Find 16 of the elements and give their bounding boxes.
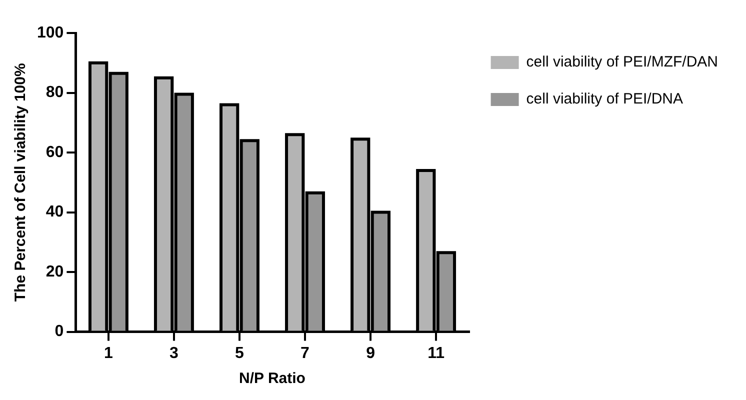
y-tick-label: 60 bbox=[46, 144, 64, 161]
y-tick-label: 0 bbox=[54, 323, 64, 340]
y-tick-label: 100 bbox=[36, 24, 64, 42]
legend-label: cell viability of PEI/DNA bbox=[526, 90, 684, 108]
y-tick-label: 80 bbox=[46, 84, 64, 102]
x-tick-label: 3 bbox=[170, 344, 179, 362]
x-tick-label: 5 bbox=[235, 344, 244, 362]
y-axis-title: The Percent of Cell viability 100% bbox=[12, 63, 30, 302]
x-axis-title: N/P Ratio bbox=[239, 370, 306, 388]
x-tick-label: 9 bbox=[366, 344, 376, 362]
x-tick-label: 7 bbox=[300, 344, 310, 362]
y-tick-label: 40 bbox=[46, 204, 64, 221]
legend-label: cell viability of PEI/MZF/DAN bbox=[526, 54, 718, 71]
x-tick-label: 11 bbox=[428, 344, 445, 362]
x-tick-label: 1 bbox=[104, 344, 113, 362]
y-tick-label: 20 bbox=[46, 263, 64, 280]
